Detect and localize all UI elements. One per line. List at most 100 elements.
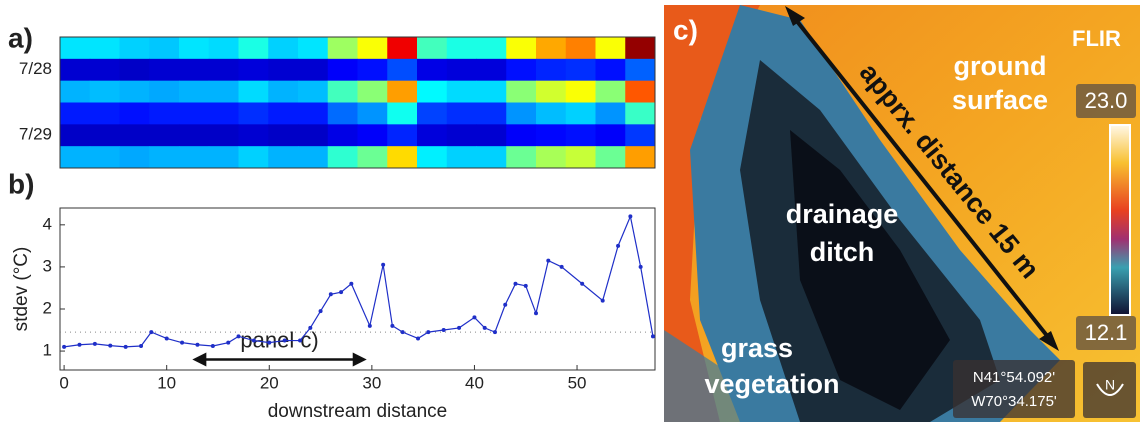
point (108, 343, 113, 348)
point (513, 281, 518, 286)
heat-cell (149, 58, 180, 82)
heat-cell (327, 80, 358, 103)
heat-cell (357, 58, 388, 82)
heat-cell (357, 124, 388, 147)
point (298, 338, 303, 343)
heat-cell (268, 102, 299, 125)
point (426, 330, 431, 335)
heat-cell (387, 80, 418, 103)
heat-cell (238, 37, 269, 60)
point (251, 338, 256, 343)
heat-cell (446, 102, 477, 125)
point (139, 344, 144, 349)
heat-cell (89, 124, 120, 147)
heat-cell (417, 37, 448, 60)
heat-cell (89, 58, 120, 82)
heat-cell (268, 124, 299, 147)
heat-cell (89, 102, 120, 125)
point (534, 311, 538, 316)
heat-cell (565, 124, 596, 147)
point (62, 344, 67, 349)
heat-cell (536, 102, 567, 125)
heat-cell (595, 146, 626, 169)
heat-cell (625, 58, 656, 82)
heat-cell (179, 146, 210, 169)
heat-cell (625, 146, 656, 169)
ditch-label: ditch (810, 237, 875, 267)
heat-cell (565, 80, 596, 103)
heat-cell (565, 146, 596, 169)
thermal-image (664, 5, 1140, 422)
heat-cell (327, 146, 358, 169)
point (381, 262, 386, 267)
x-tick-label: 50 (568, 373, 587, 392)
heat-cell (149, 80, 180, 103)
line (64, 214, 654, 348)
heat-cell (417, 146, 448, 169)
heat-cell (565, 58, 596, 82)
point (492, 330, 497, 335)
point (339, 290, 344, 295)
heat-cell (268, 37, 299, 60)
heat-cell (119, 124, 150, 147)
heat-cell (89, 80, 120, 103)
point (457, 325, 462, 330)
heat-cell (60, 146, 91, 169)
heat-cell (268, 80, 299, 103)
heat-cell (208, 146, 239, 169)
heat-cell (327, 37, 358, 60)
heat-cell (506, 80, 537, 103)
heat-cell (179, 80, 210, 103)
point (472, 315, 477, 320)
heat-cell (179, 102, 210, 125)
grass-label: grass (721, 333, 793, 363)
heat-cell (298, 102, 329, 125)
x-tick-label: 0 (59, 373, 68, 392)
heat-cell (60, 80, 91, 103)
arrow-head (192, 352, 207, 367)
heat-cell (565, 37, 596, 60)
heat-cell (506, 58, 537, 82)
point (638, 264, 643, 269)
heat-cell (298, 146, 329, 169)
heat-cell (595, 102, 626, 125)
heat-cell (149, 146, 180, 169)
heat-cell (119, 37, 150, 60)
point (77, 342, 82, 347)
heat-cell (179, 124, 210, 147)
heat-cell (327, 102, 358, 125)
point (559, 264, 564, 269)
gps: N41°54.092' (973, 369, 1055, 386)
heat-cell (536, 80, 567, 103)
heat-cell (268, 58, 299, 82)
panel-label: a) (8, 22, 33, 53)
heat-cell (238, 124, 269, 147)
heat-cell (625, 102, 656, 125)
panel-label: c) (673, 14, 698, 45)
heat-cell (298, 58, 329, 82)
point (210, 344, 215, 349)
heat-cell (60, 102, 91, 125)
y-axis-label: stdev (°C) (11, 247, 32, 332)
heat-cell (625, 124, 656, 147)
heat-cell (208, 58, 239, 82)
heat-cell (357, 37, 388, 60)
point (367, 323, 372, 328)
point (546, 258, 551, 263)
heat-cell (536, 124, 567, 147)
heat-cell (60, 37, 91, 60)
heat-cell (506, 37, 537, 60)
y-tick-label: 7/29 (19, 125, 52, 144)
heat-cell (476, 102, 507, 125)
heat-cell (357, 102, 388, 125)
point (628, 214, 633, 219)
heat-cell (417, 58, 448, 82)
point (482, 325, 487, 330)
heat-cell (119, 80, 150, 103)
heat-cell (208, 80, 239, 103)
heat-cell (357, 146, 388, 169)
heat-cell (119, 102, 150, 125)
heat-cell (298, 80, 329, 103)
point (195, 342, 200, 347)
heat-cell (536, 58, 567, 82)
